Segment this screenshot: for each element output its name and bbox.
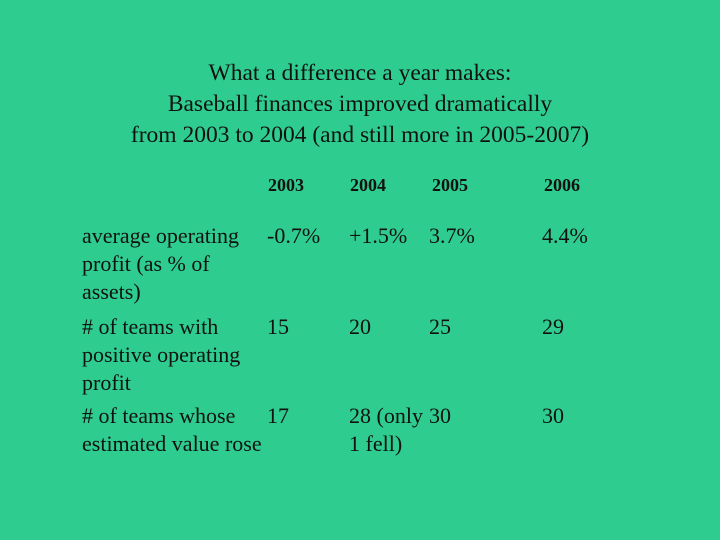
table-cell: -0.7%: [267, 223, 321, 248]
table-cell: 29: [542, 314, 564, 339]
column-header-2004: 2004: [350, 175, 386, 195]
row-label-positive-teams: # of teams with positive operating profi…: [82, 314, 241, 395]
table-cell: 30: [429, 403, 451, 428]
table-cell: 3.7%: [429, 223, 475, 248]
row-label-value-rose: # of teams whose estimated value rose: [82, 403, 262, 456]
table-cell: 28 (only 1 fell): [349, 403, 423, 456]
table-cell: 15: [267, 314, 289, 339]
row-label-operating-profit: average operating profit (as % of assets…: [82, 223, 239, 304]
table-cell: 4.4%: [542, 223, 588, 248]
column-header-2003: 2003: [268, 175, 304, 195]
slide-title: What a difference a year makes: Baseball…: [0, 58, 720, 151]
table-cell: 25: [429, 314, 451, 339]
table-cell: 30: [542, 403, 564, 428]
column-header-2006: 2006: [544, 175, 580, 195]
column-header-2005: 2005: [432, 175, 468, 195]
title-line-1: What a difference a year makes:: [208, 60, 512, 86]
title-line-2: Baseball finances improved dramatically: [167, 91, 553, 117]
table-cell: 20: [349, 314, 371, 339]
table-cell: 17: [267, 403, 289, 428]
table-cell: +1.5%: [349, 223, 408, 248]
title-line-3: from 2003 to 2004 (and still more in 200…: [130, 122, 590, 148]
